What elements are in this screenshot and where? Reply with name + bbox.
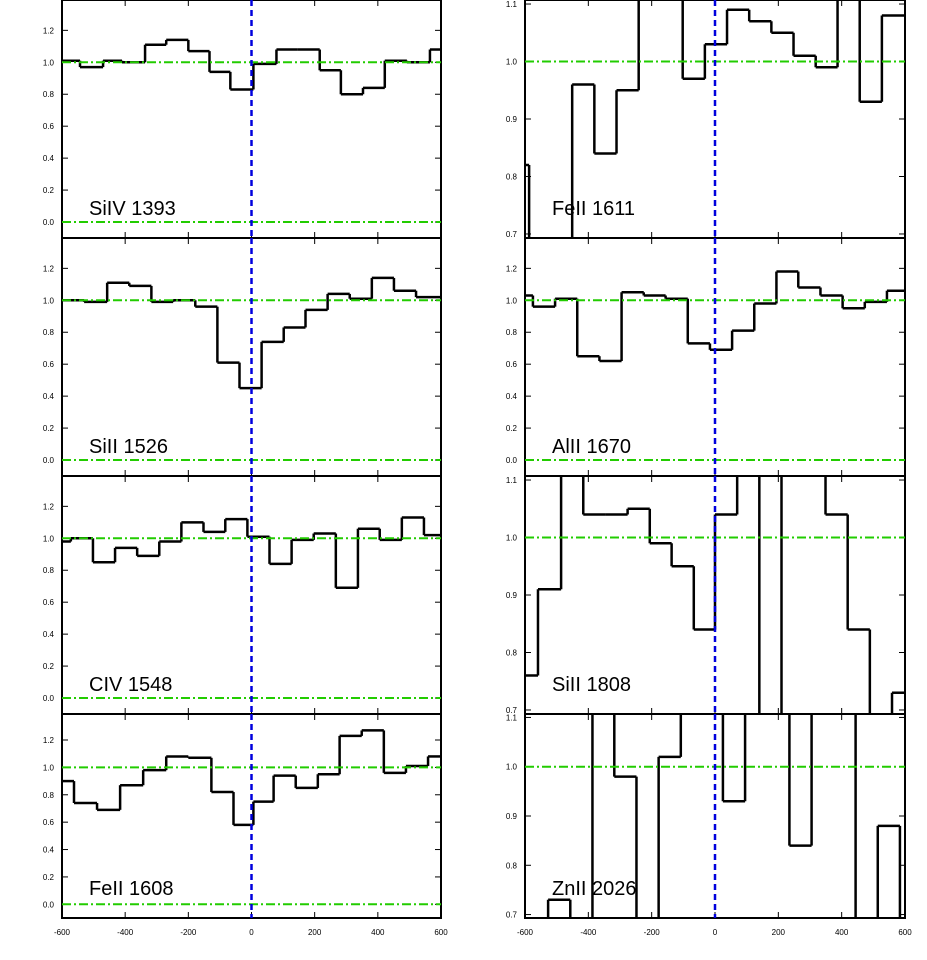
y-tick-label: 1.0 xyxy=(506,296,518,305)
y-tick-label: 0.9 xyxy=(506,812,518,821)
reference-lines xyxy=(525,476,905,714)
y-tick-label: 1.1 xyxy=(506,476,518,485)
y-tick-label: 1.0 xyxy=(43,58,55,67)
step-line xyxy=(62,516,441,590)
y-tick-label: 1.0 xyxy=(506,763,518,772)
y-tick-label: 0.4 xyxy=(506,392,518,401)
reference-lines xyxy=(525,0,905,238)
y-tick-label: 0.0 xyxy=(43,218,55,227)
y-tick-label: 0.7 xyxy=(506,706,518,715)
y-tick-label: 1.0 xyxy=(43,534,55,543)
y-tick-label: 0.2 xyxy=(506,424,518,433)
y-tick-label: 0.4 xyxy=(43,154,55,163)
y-tick-label: 0.9 xyxy=(506,591,518,600)
y-tick-label: 1.2 xyxy=(43,502,55,511)
panel-label: SiII 1526 xyxy=(89,436,168,458)
panel: 0.0 0.2 0.4 0.6 0.8 1.0 1.2 SiIV 1393 xyxy=(43,0,442,239)
reference-lines xyxy=(525,714,905,918)
panel-label: SiII 1808 xyxy=(552,674,631,696)
y-tick-label: 1.1 xyxy=(506,713,518,722)
step-line xyxy=(546,714,902,918)
panel: 0.0 0.2 0.4 0.6 0.8 1.0 1.2 CIV 1548 xyxy=(43,475,442,715)
y-tick-label: 0.0 xyxy=(43,900,55,909)
y-tick-label: 0.6 xyxy=(43,598,55,607)
x-tick-label: 400 xyxy=(835,928,849,937)
y-tick-label: 0.2 xyxy=(43,873,55,882)
y-tick-label: 0.2 xyxy=(43,424,55,433)
y-tick-label: 0.6 xyxy=(506,360,518,369)
y-tick-label: 0.8 xyxy=(506,172,518,181)
step-line xyxy=(62,38,441,96)
y-tick-label: 0.0 xyxy=(43,694,55,703)
panel: 0.7 0.8 0.9 1.0 1.1 -600 -400 -200 0 200 400 600 ZnI… xyxy=(506,713,912,937)
y-tick-label: 0.2 xyxy=(43,186,55,195)
y-tick-label: 0.7 xyxy=(506,911,518,920)
y-tick-label: 0.8 xyxy=(506,861,518,870)
y-tick-label: 0.6 xyxy=(43,122,55,131)
reference-lines xyxy=(62,0,441,238)
reference-lines xyxy=(62,714,441,918)
reference-lines xyxy=(62,476,441,714)
x-tick-label: -200 xyxy=(644,928,661,937)
panel: 0.0 0.2 0.4 0.6 0.8 1.0 1.2 -600 -400 -200 0 200 400… xyxy=(43,713,448,937)
x-tick-label: 0 xyxy=(249,928,254,937)
reference-lines xyxy=(62,238,441,476)
y-tick-label: 0.4 xyxy=(43,392,55,401)
y-tick-label: 0.4 xyxy=(43,846,55,855)
x-tick-label: 200 xyxy=(772,928,786,937)
y-tick-label: 0.2 xyxy=(43,662,55,671)
y-tick-label: 0.6 xyxy=(43,818,55,827)
y-tick-label: 0.8 xyxy=(506,328,518,337)
step-line xyxy=(525,476,905,714)
x-tick-label: 600 xyxy=(898,928,912,937)
reference-lines xyxy=(525,238,905,476)
panel-label: SiIV 1393 xyxy=(89,198,176,220)
panel-label: FeII 1608 xyxy=(89,878,174,900)
x-tick-label: 400 xyxy=(371,928,385,937)
step-line xyxy=(525,270,905,363)
y-tick-label: 0.8 xyxy=(506,648,518,657)
x-tick-label: -600 xyxy=(517,928,534,937)
panel: 0.7 0.8 0.9 1.0 1.1 FeII 1611 xyxy=(506,0,906,239)
y-tick-label: 1.2 xyxy=(506,264,518,273)
y-tick-label: 1.0 xyxy=(43,763,55,772)
x-tick-label: -400 xyxy=(117,928,134,937)
y-tick-label: 0.4 xyxy=(43,630,55,639)
panel-label: ZnII 2026 xyxy=(552,878,637,900)
panel: 0.0 0.2 0.4 0.6 0.8 1.0 1.2 SiII 1526 xyxy=(43,237,442,477)
panel-label: FeII 1611 xyxy=(552,198,635,220)
y-tick-label: 0.9 xyxy=(506,115,518,124)
step-line xyxy=(62,276,441,390)
y-tick-label: 0.0 xyxy=(506,456,518,465)
panel: 0.0 0.2 0.4 0.6 0.8 1.0 1.2 AlII 1670 xyxy=(506,237,906,477)
y-tick-label: 1.0 xyxy=(506,534,518,543)
panel-label: AlII 1670 xyxy=(552,436,631,458)
x-tick-label: -200 xyxy=(180,928,197,937)
y-tick-label: 1.2 xyxy=(43,264,55,273)
x-tick-label: 0 xyxy=(713,928,718,937)
y-tick-label: 0.8 xyxy=(43,791,55,800)
x-tick-label: 200 xyxy=(308,928,322,937)
y-tick-label: 1.0 xyxy=(506,58,518,67)
panel: 0.7 0.8 0.9 1.0 1.1 SiII 1808 xyxy=(506,475,906,715)
y-tick-label: 0.8 xyxy=(43,566,55,575)
y-tick-label: 0.7 xyxy=(506,230,518,239)
step-line xyxy=(525,0,905,238)
x-tick-label: -600 xyxy=(54,928,71,937)
y-tick-label: 0.6 xyxy=(43,360,55,369)
panel-label: CIV 1548 xyxy=(89,674,172,696)
y-tick-label: 1.1 xyxy=(506,0,518,9)
step-line xyxy=(62,729,441,827)
y-tick-label: 1.0 xyxy=(43,296,55,305)
x-tick-label: 600 xyxy=(434,928,448,937)
y-tick-label: 0.0 xyxy=(43,456,55,465)
y-tick-label: 1.2 xyxy=(43,26,55,35)
y-tick-label: 0.8 xyxy=(43,328,55,337)
y-tick-label: 1.2 xyxy=(43,736,55,745)
y-tick-label: 0.8 xyxy=(43,90,55,99)
x-tick-label: -400 xyxy=(580,928,597,937)
